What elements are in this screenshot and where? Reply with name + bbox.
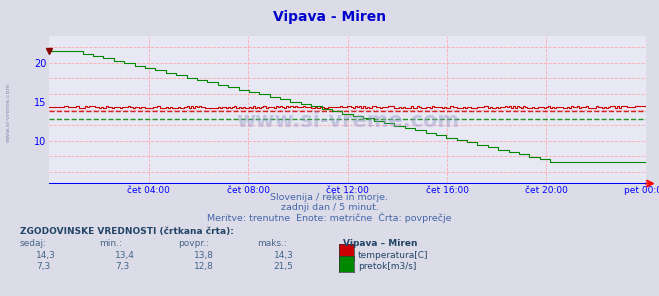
Text: zadnji dan / 5 minut.: zadnji dan / 5 minut.: [281, 203, 378, 212]
Text: temperatura[C]: temperatura[C]: [358, 250, 428, 260]
Text: ZGODOVINSKE VREDNOSTI (črtkana črta):: ZGODOVINSKE VREDNOSTI (črtkana črta):: [20, 227, 234, 236]
Text: Slovenija / reke in morje.: Slovenija / reke in morje.: [270, 193, 389, 202]
Text: povpr.:: povpr.:: [178, 239, 209, 248]
Text: 14,3: 14,3: [273, 250, 293, 260]
Text: 13,4: 13,4: [115, 250, 135, 260]
Text: Vipava – Miren: Vipava – Miren: [343, 239, 417, 248]
Text: Vipava - Miren: Vipava - Miren: [273, 10, 386, 24]
Text: 12,8: 12,8: [194, 262, 214, 271]
Text: www.si-vreme.com: www.si-vreme.com: [5, 83, 11, 142]
Text: 7,3: 7,3: [36, 262, 51, 271]
Text: 7,3: 7,3: [115, 262, 130, 271]
Text: sedaj:: sedaj:: [20, 239, 47, 248]
Text: maks.:: maks.:: [257, 239, 287, 248]
Text: 14,3: 14,3: [36, 250, 56, 260]
Text: 13,8: 13,8: [194, 250, 214, 260]
Text: pretok[m3/s]: pretok[m3/s]: [358, 262, 416, 271]
Text: 21,5: 21,5: [273, 262, 293, 271]
Text: Meritve: trenutne  Enote: metrične  Črta: povprečje: Meritve: trenutne Enote: metrične Črta: …: [207, 212, 452, 223]
Text: www.si-vreme.com: www.si-vreme.com: [236, 111, 459, 131]
Text: min.:: min.:: [99, 239, 122, 248]
